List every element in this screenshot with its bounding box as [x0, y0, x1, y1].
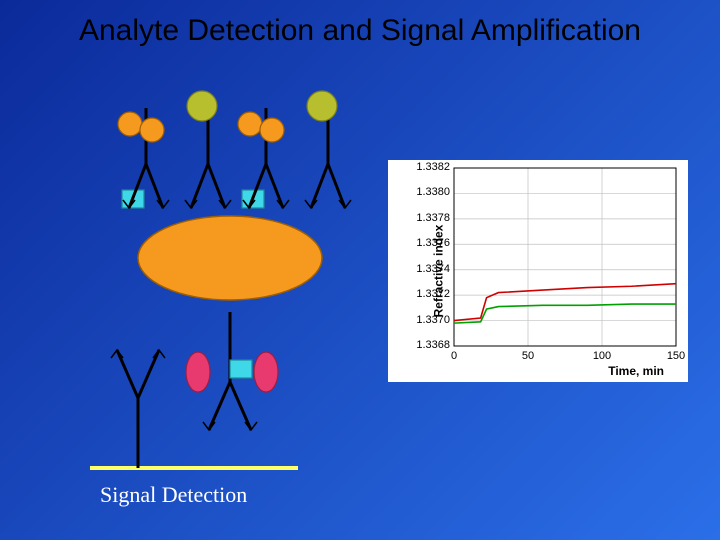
slide: Analyte Detection and Signal Amplificati…	[0, 0, 720, 540]
chart-xlabel: Time, min	[608, 364, 664, 378]
diagram-region	[90, 90, 390, 480]
caption: Signal Detection	[100, 482, 247, 508]
page-title: Analyte Detection and Signal Amplificati…	[0, 14, 720, 48]
chart-region: Refractive index Time, min 1.33681.33701…	[388, 160, 688, 382]
diagram-svg	[90, 90, 390, 480]
